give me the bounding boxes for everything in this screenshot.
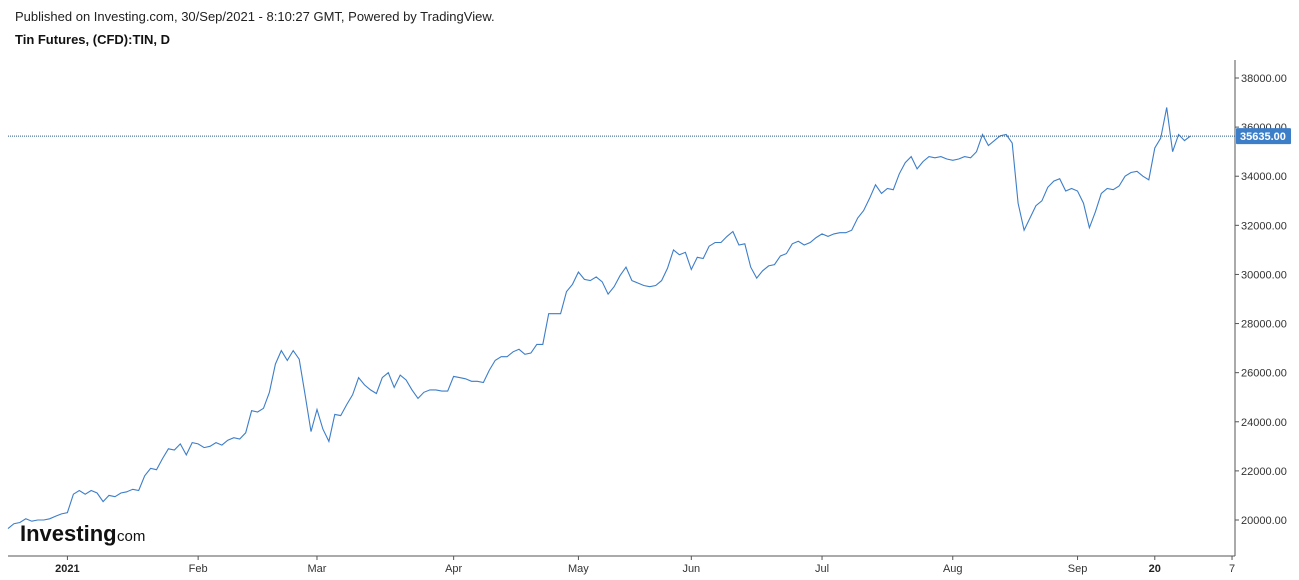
logo-domain: com	[117, 528, 145, 545]
price-series-line	[7, 107, 1191, 530]
x-tick-label: Jun	[682, 563, 700, 575]
x-tick-label: Jul	[815, 563, 829, 575]
logo-dot: .	[112, 528, 116, 545]
current-price-badge: 35635.00	[1236, 128, 1291, 145]
y-tick-label: 22000.00	[1241, 466, 1287, 478]
y-tick-label: 20000.00	[1241, 515, 1287, 527]
x-tick-label: Sep	[1068, 563, 1088, 575]
y-tick-label: 26000.00	[1241, 368, 1287, 380]
published-info: Published on Investing.com, 30/Sep/2021 …	[15, 9, 495, 24]
investing-logo: Investing . com	[20, 521, 145, 546]
x-tick-label: 20	[1149, 563, 1161, 575]
logo-wordmark: Investing	[20, 521, 117, 546]
x-tick-label: Apr	[445, 563, 462, 575]
axes-layer: 20000.00 22000.00 24000.00 26000.00 28000.00…	[8, 60, 1287, 575]
x-tick-label: Feb	[189, 563, 208, 575]
current-price-label: 35635.00	[1240, 131, 1286, 143]
y-tick-label: 24000.00	[1241, 417, 1287, 429]
y-tick-label: 32000.00	[1241, 220, 1287, 232]
x-tick-label: 7	[1229, 563, 1235, 575]
x-tick-label: 2021	[55, 563, 79, 575]
y-tick-label: 30000.00	[1241, 269, 1287, 281]
y-tick-label: 28000.00	[1241, 319, 1287, 331]
x-tick-label: May	[568, 563, 589, 575]
chart-title: Tin Futures, (CFD):TIN, D	[15, 32, 171, 47]
y-tick-label: 38000.00	[1241, 73, 1287, 85]
y-tick-label: 34000.00	[1241, 171, 1287, 183]
x-tick-label: Aug	[943, 563, 963, 575]
x-tick-label: Mar	[308, 563, 327, 575]
